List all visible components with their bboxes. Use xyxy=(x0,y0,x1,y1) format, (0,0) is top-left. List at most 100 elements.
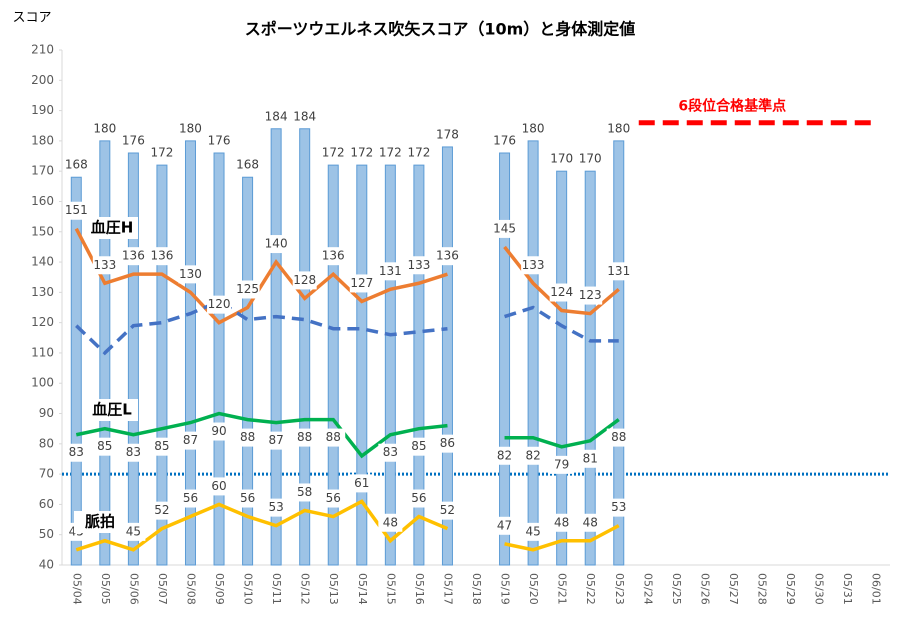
label-box xyxy=(435,434,460,453)
label-box xyxy=(378,262,403,281)
data-label: 172 xyxy=(322,146,345,160)
y-tick-label: 130 xyxy=(31,285,54,299)
label-box xyxy=(492,219,517,238)
label-box xyxy=(64,201,89,220)
label-box xyxy=(349,474,374,493)
y-tick-label: 120 xyxy=(31,315,54,329)
data-label: 87 xyxy=(268,433,283,447)
data-label: 172 xyxy=(407,146,430,160)
data-label: 133 xyxy=(93,258,116,272)
data-label: 180 xyxy=(607,121,630,135)
data-label: 79 xyxy=(554,457,569,471)
label-box xyxy=(549,455,574,474)
x-tick-label: 05/12 xyxy=(299,573,312,605)
data-label: 128 xyxy=(293,273,316,287)
label-box xyxy=(606,262,631,281)
data-label: 136 xyxy=(322,249,345,263)
data-label: 60 xyxy=(211,479,226,493)
data-label: 56 xyxy=(183,491,198,505)
x-tick-label: 05/20 xyxy=(527,573,540,605)
data-label: 48 xyxy=(383,515,398,529)
x-tick-label: 05/30 xyxy=(813,573,826,605)
label-box xyxy=(349,274,374,293)
data-label: 45 xyxy=(525,524,540,538)
label-box xyxy=(207,295,232,314)
label-box xyxy=(606,428,631,447)
x-tick-label: 05/19 xyxy=(499,573,512,605)
label-box xyxy=(121,522,146,541)
bar xyxy=(356,164,368,566)
label-box xyxy=(406,437,431,456)
data-label: 170 xyxy=(579,152,602,166)
data-label: 83 xyxy=(383,445,398,459)
data-label: 133 xyxy=(407,258,430,272)
data-label: 88 xyxy=(240,430,255,444)
data-label: 88 xyxy=(611,430,626,444)
y-tick-label: 70 xyxy=(39,467,54,481)
label-box xyxy=(406,489,431,508)
data-label: 178 xyxy=(436,127,459,141)
label-box xyxy=(64,443,89,462)
line xyxy=(75,411,448,459)
label-box xyxy=(178,265,203,284)
bar xyxy=(499,152,511,566)
series-label-box xyxy=(74,511,126,533)
label-box xyxy=(92,256,117,275)
label-box xyxy=(235,428,260,447)
label-box xyxy=(178,489,203,508)
x-tick-label: 05/18 xyxy=(470,573,483,605)
label-box xyxy=(235,280,260,299)
x-tick-label: 05/29 xyxy=(784,573,797,605)
series-label-box xyxy=(86,399,138,421)
x-tick-label: 05/26 xyxy=(698,573,711,605)
data-label: 168 xyxy=(236,158,259,172)
label-box xyxy=(292,271,317,290)
y-tick-label: 160 xyxy=(31,194,54,208)
data-label: 125 xyxy=(236,282,259,296)
y-tick-label: 190 xyxy=(31,103,54,117)
label-box xyxy=(378,443,403,462)
data-label: 176 xyxy=(208,134,231,148)
data-label: 145 xyxy=(493,221,516,235)
label-box xyxy=(578,449,603,468)
data-label: 83 xyxy=(126,445,141,459)
bar xyxy=(299,128,311,566)
label-box xyxy=(92,437,117,456)
line xyxy=(75,499,449,552)
data-label: 45 xyxy=(126,524,141,538)
x-tick-label: 05/16 xyxy=(413,573,426,605)
label-box xyxy=(406,256,431,275)
x-tick-label: 05/10 xyxy=(242,573,255,605)
x-tick-label: 05/09 xyxy=(213,573,226,605)
reference-label: 6段位合格基準点 xyxy=(678,98,786,115)
y-tick-label: 50 xyxy=(39,527,54,541)
data-label: 48 xyxy=(554,515,569,529)
data-label: 136 xyxy=(150,249,173,263)
label-box xyxy=(606,498,631,517)
data-label: 180 xyxy=(179,121,202,135)
label-box xyxy=(321,428,346,447)
label-box xyxy=(292,483,317,502)
series-label: 脈拍 xyxy=(85,513,115,531)
label-box xyxy=(121,247,146,266)
data-label: 180 xyxy=(93,121,116,135)
data-label: 131 xyxy=(607,264,630,278)
data-label: 123 xyxy=(579,288,602,302)
label-box xyxy=(235,489,260,508)
data-label: 61 xyxy=(354,476,369,490)
data-label: 83 xyxy=(69,445,84,459)
line xyxy=(75,299,448,356)
data-label: 136 xyxy=(436,249,459,263)
label-box xyxy=(149,247,174,266)
data-label: 180 xyxy=(522,121,545,135)
series-label-box xyxy=(86,217,138,239)
bar xyxy=(556,170,568,566)
data-label: 170 xyxy=(550,152,573,166)
data-label: 172 xyxy=(350,146,373,160)
label-box xyxy=(149,501,174,520)
x-tick-label: 05/23 xyxy=(613,573,626,605)
x-tick-label: 05/24 xyxy=(641,573,654,605)
label-box xyxy=(378,513,403,532)
data-label: 136 xyxy=(122,249,145,263)
label-box xyxy=(264,235,289,254)
